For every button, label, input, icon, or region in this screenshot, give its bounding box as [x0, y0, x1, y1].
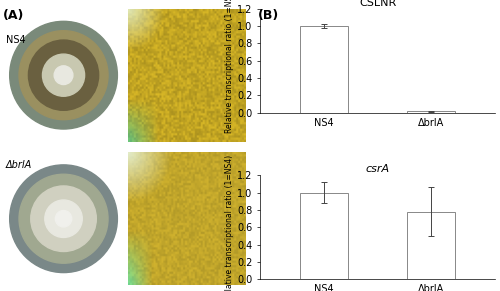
Circle shape [19, 31, 108, 120]
Title: csrA: csrA [366, 164, 390, 175]
Circle shape [10, 165, 118, 273]
Text: ΔbrlA: ΔbrlA [6, 160, 32, 170]
Circle shape [31, 186, 96, 251]
Bar [300, 193, 348, 279]
Circle shape [28, 40, 98, 110]
Bar [300, 26, 348, 113]
Title: CSLNR: CSLNR [359, 0, 396, 8]
Circle shape [56, 210, 72, 227]
Y-axis label: Relative transcriptional ratio (1=NS4): Relative transcriptional ratio (1=NS4) [225, 155, 234, 291]
Text: (B): (B) [258, 9, 279, 22]
Bar [407, 111, 455, 113]
Circle shape [42, 54, 84, 96]
Text: (A): (A) [2, 9, 24, 22]
Y-axis label: Relative transcriptional ratio (1=NS4): Relative transcriptional ratio (1=NS4) [225, 0, 234, 133]
Bar [407, 212, 455, 279]
Circle shape [45, 200, 82, 237]
Circle shape [19, 174, 108, 263]
Circle shape [10, 21, 118, 129]
Circle shape [54, 66, 73, 85]
Text: NS4: NS4 [6, 35, 25, 45]
